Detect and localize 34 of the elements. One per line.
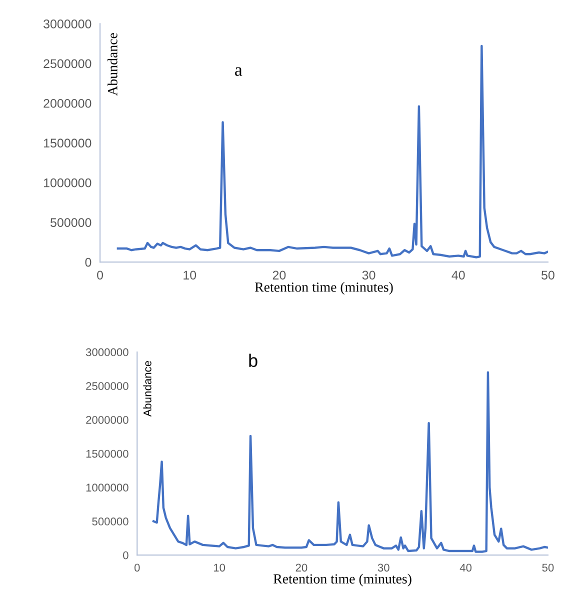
- y-tick-label: 1500000: [44, 138, 92, 148]
- y-tick-label: 1500000: [86, 450, 128, 458]
- y-axis-title: Abundance: [143, 360, 152, 417]
- y-tick-label: 500000: [92, 518, 128, 526]
- y-tick-label: 1000000: [86, 484, 128, 492]
- annotation: b: [249, 354, 258, 368]
- x-axis-title: Retention time (minutes): [254, 282, 393, 295]
- x-tick-label: 50: [542, 564, 554, 572]
- x-tick-label: 0: [134, 564, 140, 572]
- y-tick-label: 2000000: [44, 98, 92, 108]
- line-series: [116, 44, 548, 258]
- x-tick-label: 30: [362, 270, 376, 280]
- y-tick-label: 0: [123, 551, 128, 560]
- y-tick-label: 2500000: [86, 382, 128, 390]
- x-tick-label: 10: [184, 270, 196, 280]
- x-tick-label: 0: [97, 270, 104, 280]
- x-tick-label: 30: [378, 564, 390, 572]
- y-tick-label: 1000000: [44, 178, 92, 188]
- y-tick-label: 2500000: [44, 59, 92, 68]
- x-tick-label: 40: [460, 564, 472, 572]
- y-tick-label: 3000000: [44, 20, 92, 28]
- x-tick-label: 20: [272, 270, 286, 280]
- x-tick-label: 50: [542, 270, 554, 280]
- y-tick-label: 0: [85, 258, 92, 267]
- y-axis-title: Abundance: [108, 33, 118, 96]
- x-axis-title: Retention time (minutes): [274, 574, 412, 586]
- line-series: [152, 371, 548, 553]
- y-tick-label: 2000000: [86, 416, 128, 424]
- y-tick-label: 3000000: [86, 348, 128, 356]
- x-tick-label: 20: [296, 564, 308, 572]
- annotation: a: [235, 67, 242, 76]
- y-tick-label: 500000: [50, 218, 92, 227]
- x-tick-label: 40: [452, 270, 465, 280]
- x-tick-label: 10: [214, 564, 226, 572]
